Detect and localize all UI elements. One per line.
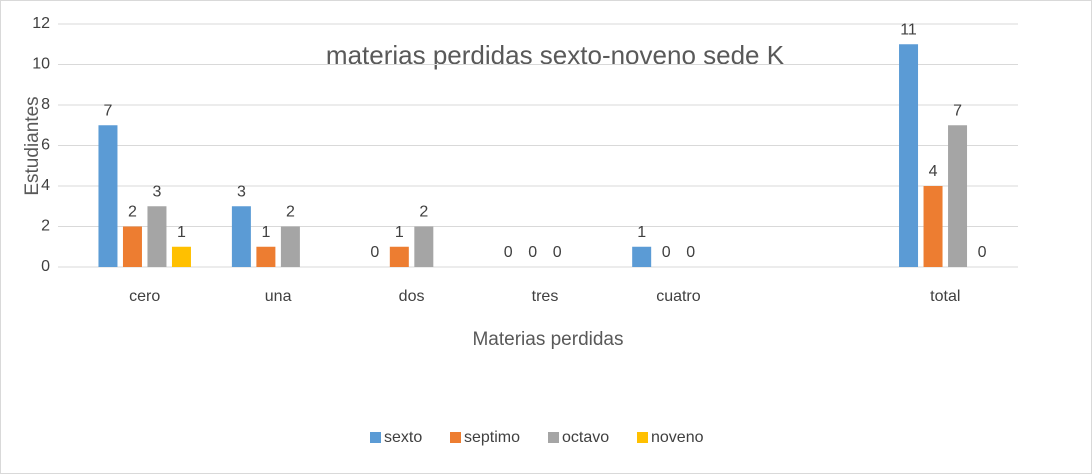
y-axis-label: Estudiantes [22,96,43,195]
data-label: 3 [237,183,246,200]
legend-swatch [370,432,381,443]
x-tick-label: cuatro [656,288,701,305]
x-tick-label: una [265,288,292,305]
data-label: 7 [953,102,962,119]
data-label: 2 [286,204,295,221]
data-label: 0 [686,244,695,261]
x-tick-label: total [930,288,960,305]
data-label: 0 [370,244,379,261]
legend-swatch [637,432,648,443]
bar [632,246,652,267]
bar [98,125,118,267]
bar [948,125,968,267]
data-label: 0 [553,244,562,261]
bar [280,226,300,267]
legend-label: septimo [464,429,520,446]
bar [414,226,434,267]
bar [923,186,943,267]
x-tick-label: tres [532,288,559,305]
y-tick-label: 8 [41,96,50,113]
data-label: 0 [528,244,537,261]
chart-title: materias perdidas sexto-noveno sede K [326,40,785,70]
data-label: 2 [128,204,137,221]
bar [256,246,276,267]
bar [122,226,142,267]
data-label: 7 [104,102,113,119]
y-tick-label: 0 [41,258,50,275]
data-label: 4 [929,163,938,180]
data-label: 2 [419,204,428,221]
data-label: 3 [153,183,162,200]
x-tick-label: cero [129,288,160,305]
bar [171,246,191,267]
legend-swatch [548,432,559,443]
data-label: 11 [900,21,917,38]
bar [231,206,251,267]
legend-label: octavo [562,429,609,446]
data-label: 1 [177,224,186,241]
bar [147,206,167,267]
y-tick-label: 10 [32,56,50,73]
data-label: 1 [395,224,404,241]
legend-label: sexto [384,429,422,446]
data-label: 0 [662,244,671,261]
data-label: 1 [637,224,646,241]
y-tick-label: 12 [32,15,50,32]
data-label: 0 [978,244,987,261]
data-label: 1 [261,224,270,241]
legend-label: noveno [651,429,704,446]
data-label: 0 [504,244,513,261]
bar [389,246,409,267]
y-tick-label: 2 [41,218,50,235]
y-tick-label: 6 [41,137,50,154]
x-axis-label: Materias perdidas [472,329,623,350]
x-tick-label: dos [399,288,425,305]
bar [899,44,919,267]
y-tick-label: 4 [41,177,50,194]
legend-swatch [450,432,461,443]
